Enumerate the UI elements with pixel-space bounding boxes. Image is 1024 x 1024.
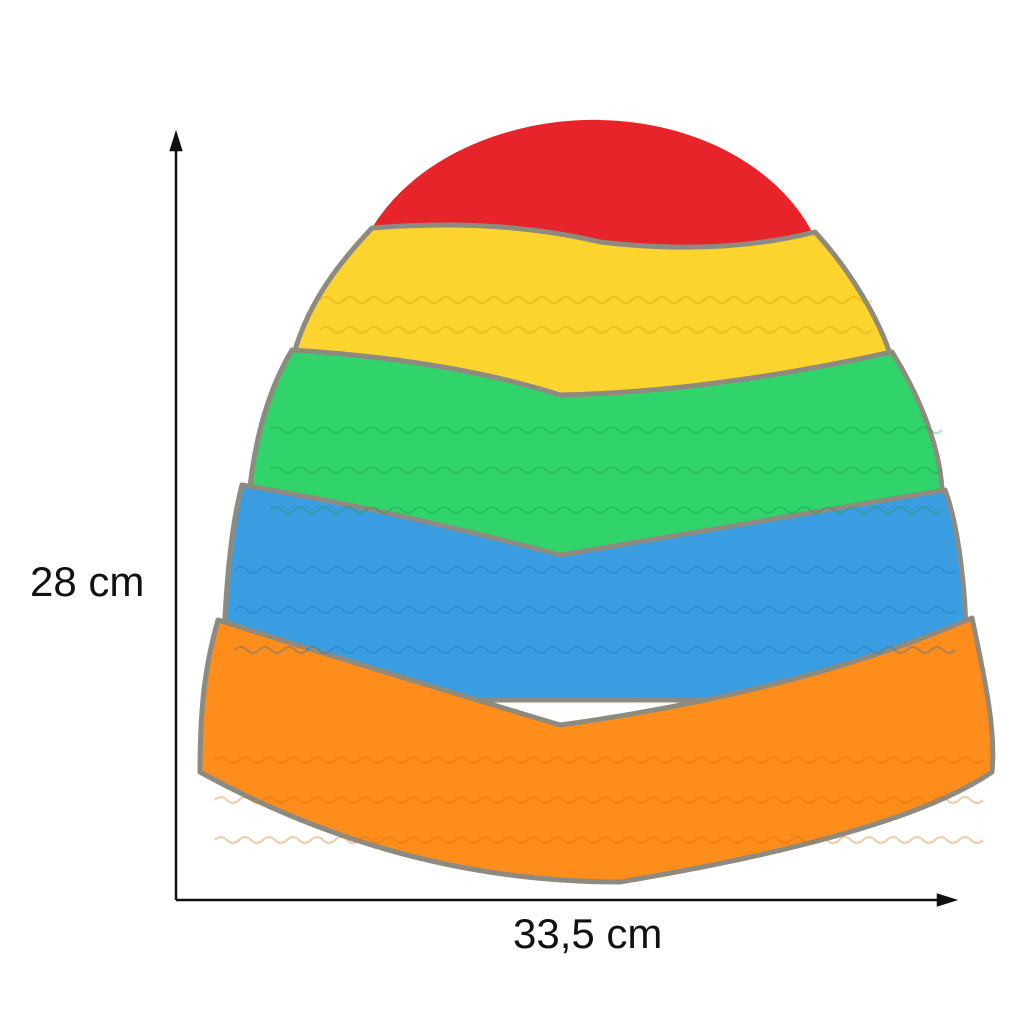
wave-texture bbox=[214, 296, 984, 844]
wave-line bbox=[269, 466, 943, 474]
wave-line bbox=[214, 796, 984, 804]
wave-line bbox=[214, 836, 984, 844]
wave-line bbox=[234, 566, 956, 574]
arrow-up-icon bbox=[169, 129, 183, 152]
height-dimension-label: 28 cm bbox=[30, 558, 145, 605]
wave-line bbox=[319, 296, 873, 304]
wave-line bbox=[234, 606, 956, 614]
wave-line bbox=[269, 426, 943, 434]
width-dimension-label: 33,5 cm bbox=[513, 910, 663, 957]
segment-yellow bbox=[287, 222, 895, 403]
arrow-right-icon bbox=[936, 893, 959, 907]
segment-orange bbox=[197, 615, 996, 885]
wave-line bbox=[234, 646, 956, 654]
wave-line bbox=[319, 326, 873, 334]
wave-line bbox=[214, 756, 984, 764]
dimension-axes bbox=[169, 129, 959, 907]
wave-line bbox=[269, 506, 943, 514]
